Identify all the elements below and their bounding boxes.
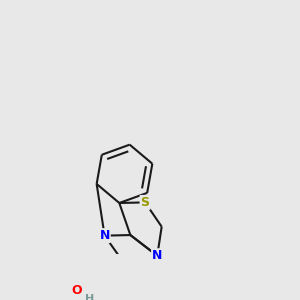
Text: O: O xyxy=(71,284,82,297)
Text: N: N xyxy=(99,229,110,242)
Text: S: S xyxy=(141,196,150,209)
Text: H: H xyxy=(85,294,94,300)
Text: N: N xyxy=(152,249,162,262)
